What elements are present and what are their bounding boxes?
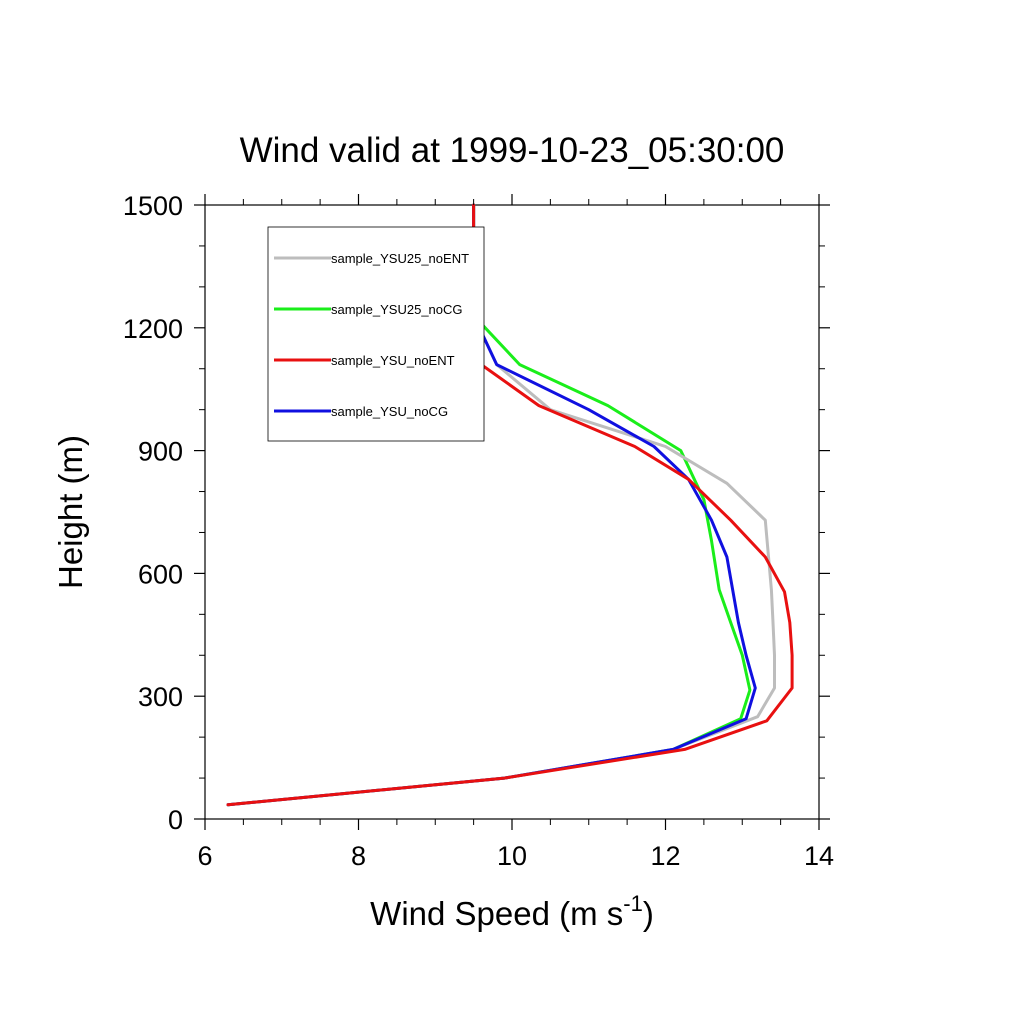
legend-label: sample_YSU25_noENT bbox=[331, 251, 469, 266]
x-tick-label: 10 bbox=[497, 841, 527, 871]
x-tick-label: 8 bbox=[351, 841, 366, 871]
y-tick-label: 0 bbox=[168, 805, 183, 835]
chart-title: Wind valid at 1999-10-23_05:30:00 bbox=[240, 131, 785, 170]
series-line-sample_YSU_noENT bbox=[226, 203, 794, 807]
x-tick-label: 6 bbox=[197, 841, 212, 871]
series-line-sample_YSU_noCG bbox=[226, 203, 757, 807]
x-tick-label: 12 bbox=[650, 841, 680, 871]
legend-label: sample_YSU_noCG bbox=[331, 404, 448, 419]
legend-box bbox=[267, 226, 485, 442]
y-tick-label: 1200 bbox=[123, 314, 183, 344]
legend-label: sample_YSU_noENT bbox=[331, 353, 455, 368]
x-tick-label: 14 bbox=[804, 841, 834, 871]
legend-label: sample_YSU25_noCG bbox=[331, 302, 463, 317]
y-tick-label: 900 bbox=[138, 437, 183, 467]
x-axis-label-superscript: -1 bbox=[623, 891, 643, 916]
y-tick-label: 600 bbox=[138, 559, 183, 589]
legend: sample_YSU25_noENT sample_YSU25_noCGsampl… bbox=[267, 226, 485, 442]
y-tick-label: 1500 bbox=[123, 191, 183, 221]
y-tick-label: 300 bbox=[138, 682, 183, 712]
x-axis-label-main: Wind Speed (m s bbox=[370, 895, 623, 932]
x-axis-label: Wind Speed (m s-1) bbox=[370, 891, 654, 932]
y-axis-label: Height (m) bbox=[52, 435, 89, 589]
x-axis-label-close: ) bbox=[643, 895, 654, 932]
axes-group: 6 8 10 12 14 0 300 600 900 1200 1500 bbox=[123, 191, 834, 871]
